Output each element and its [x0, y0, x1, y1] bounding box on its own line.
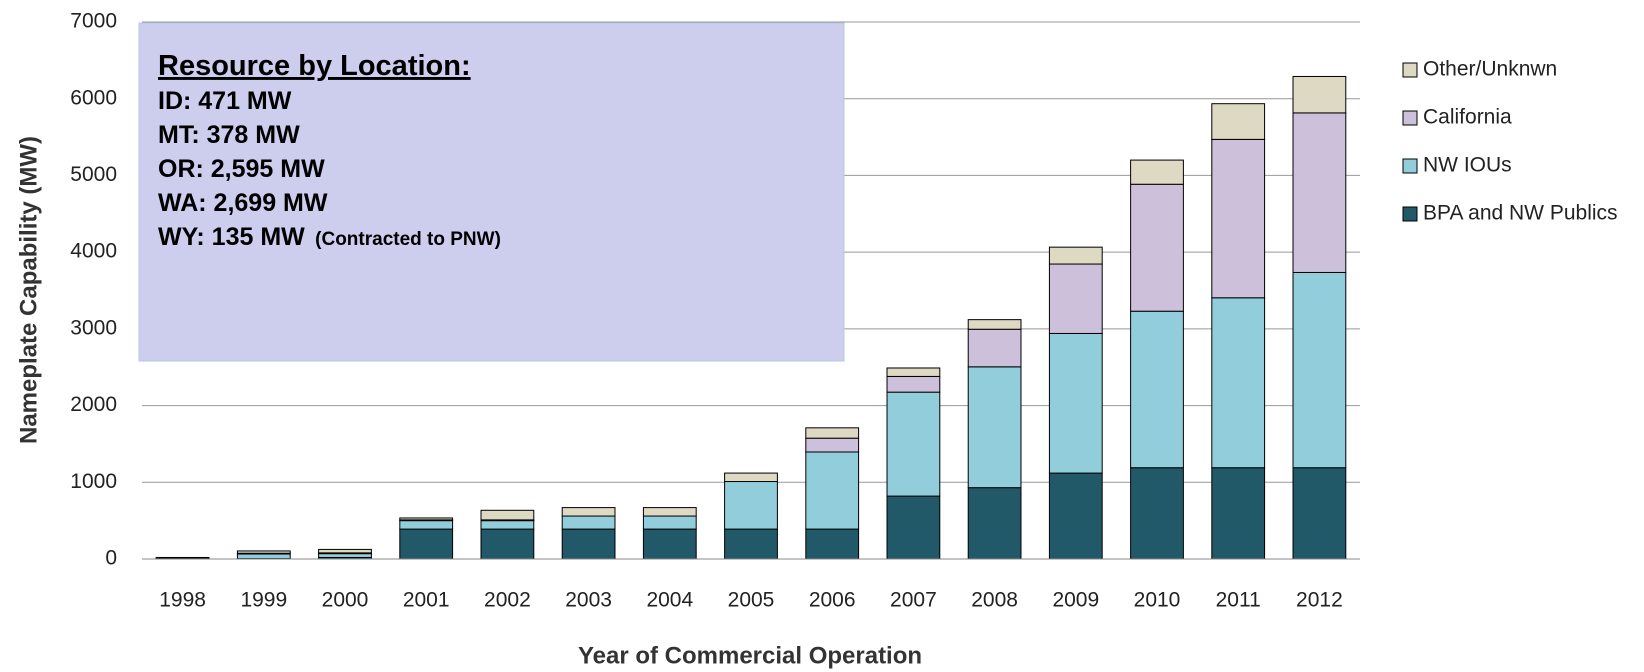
bar-segment	[967, 319, 1022, 330]
bar-segment	[1292, 467, 1347, 560]
bar-segment	[886, 367, 941, 377]
bar-segment	[805, 451, 860, 530]
y-tick-label: 3000	[70, 316, 117, 339]
bar-segment	[805, 437, 860, 453]
y-tick-label: 2000	[70, 393, 117, 416]
y-tick-label: 4000	[70, 240, 117, 263]
y-tick-label: 6000	[70, 86, 117, 109]
bar-segment	[1292, 75, 1347, 114]
x-tick-label: 2006	[809, 589, 856, 612]
bar-segment	[1048, 332, 1103, 474]
bar-segment	[318, 548, 372, 554]
legend-swatch	[1402, 62, 1418, 78]
annotation-title: Resource by Location:	[158, 50, 471, 82]
bar-segment	[480, 509, 535, 521]
bar-segment	[1292, 112, 1347, 273]
bar-segment	[967, 366, 1022, 489]
bar-segment	[561, 507, 616, 517]
x-tick-label: 2010	[1134, 589, 1181, 612]
y-tick-label: 1000	[70, 470, 117, 493]
bar-segment	[399, 517, 454, 521]
x-tick-label: 2001	[403, 589, 450, 612]
bar-segment	[399, 528, 454, 560]
x-tick-label: 1998	[159, 589, 206, 612]
bar-segment	[1130, 467, 1184, 560]
legend-label: NW IOUs	[1423, 154, 1512, 177]
y-tick-label: 7000	[70, 10, 117, 33]
bar-segment	[561, 515, 616, 530]
x-axis-label: Year of Commercial Operation	[578, 642, 922, 669]
annotation-line: WA: 2,699 MW	[158, 189, 328, 217]
y-tick-label: 5000	[70, 163, 117, 186]
bar-segment	[1211, 297, 1266, 469]
bar-segment	[1130, 183, 1184, 312]
annotation-line: ID: 471 MW	[158, 87, 292, 115]
legend-label: California	[1423, 106, 1512, 129]
y-tick-label: 0	[105, 547, 117, 570]
bar-segment	[805, 528, 860, 560]
x-tick-label: 2003	[565, 589, 612, 612]
annotation-note: (Contracted to PNW)	[315, 229, 501, 250]
bar-segment	[1130, 310, 1184, 469]
bar-segment	[236, 553, 291, 560]
bar-segment	[480, 520, 535, 530]
x-tick-label: 2011	[1216, 589, 1261, 612]
legend-swatch	[1402, 110, 1418, 126]
bar-segment	[1130, 159, 1184, 185]
bar-segment	[886, 375, 941, 393]
x-tick-label: 2008	[971, 589, 1018, 612]
annotation-box	[138, 22, 845, 362]
bar-segment	[1292, 271, 1347, 469]
bar-segment	[967, 328, 1022, 368]
bar-segment	[480, 528, 535, 560]
y-axis-label: Nameplate Capability (MW)	[15, 136, 42, 444]
bar-segment	[1048, 472, 1103, 560]
bar-segment	[805, 427, 860, 439]
x-tick-label: 1999	[240, 589, 287, 612]
bar-segment	[724, 528, 778, 560]
bar-segment	[318, 553, 372, 558]
bar-segment	[724, 472, 778, 483]
annotation-line: OR: 2,595 MW	[158, 155, 325, 183]
bar-segment	[1211, 103, 1266, 140]
x-tick-label: 2005	[728, 589, 775, 612]
x-tick-label: 2007	[890, 589, 937, 612]
x-tick-label: 2012	[1296, 589, 1343, 612]
legend-swatch	[1402, 158, 1418, 174]
bar-segment	[1211, 467, 1266, 560]
legend-label: Other/Unknwn	[1423, 58, 1557, 81]
bar-segment	[1048, 263, 1103, 334]
bar-segment	[886, 495, 941, 560]
bar-segment	[1048, 246, 1103, 265]
bar-segment	[236, 550, 291, 554]
bar-segment	[642, 507, 697, 517]
bar-segment	[724, 481, 778, 530]
bar-segment	[399, 520, 454, 530]
annotation-line: MT: 378 MW	[158, 121, 300, 149]
x-tick-label: 2004	[646, 589, 693, 612]
legend-label: BPA and NW Publics	[1423, 202, 1618, 225]
bar-segment	[967, 487, 1022, 560]
bar-segment	[1211, 138, 1266, 299]
annotation-line: WY: 135 MW	[158, 223, 305, 251]
x-tick-label: 2000	[322, 589, 369, 612]
x-tick-label: 2009	[1052, 589, 1099, 612]
x-tick-label: 2002	[484, 589, 531, 612]
bar-segment	[642, 515, 697, 530]
bar-segment	[642, 528, 697, 560]
legend-swatch	[1402, 206, 1418, 222]
bar-segment	[886, 391, 941, 497]
bar-segment	[561, 528, 616, 560]
